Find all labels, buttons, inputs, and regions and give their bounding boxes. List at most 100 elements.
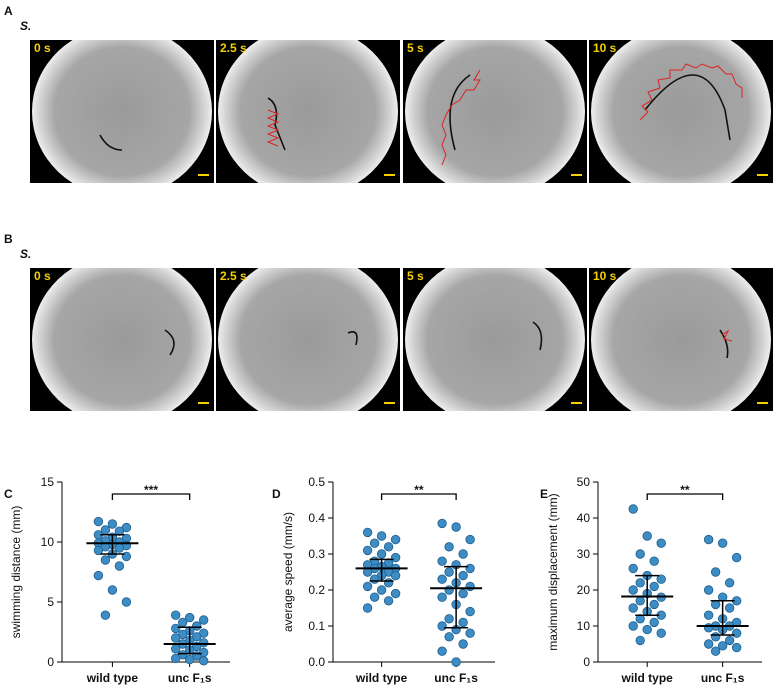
image-clip bbox=[216, 20, 400, 40]
data-point bbox=[465, 581, 475, 592]
y-tick-label: 0.2 bbox=[308, 583, 325, 597]
y-tick-label: 50 bbox=[577, 475, 591, 489]
y-tick-label: 0 bbox=[47, 655, 54, 669]
data-point bbox=[717, 641, 728, 651]
data-point bbox=[649, 581, 659, 592]
image-clip bbox=[30, 183, 214, 203]
data-point bbox=[93, 545, 104, 556]
image-clip bbox=[589, 411, 773, 431]
data-point bbox=[390, 534, 401, 545]
image-clip bbox=[30, 411, 214, 431]
track bbox=[721, 329, 733, 342]
data-point bbox=[731, 642, 742, 653]
y-tick-label: 20 bbox=[577, 583, 591, 597]
data-point bbox=[383, 542, 394, 552]
data-point bbox=[724, 578, 735, 588]
data-point bbox=[724, 635, 735, 646]
image-clip bbox=[403, 248, 587, 268]
data-point bbox=[649, 556, 659, 566]
worm bbox=[532, 321, 543, 351]
data-point bbox=[362, 581, 373, 592]
data-point bbox=[121, 597, 132, 607]
y-tick-label: 5 bbox=[47, 595, 54, 609]
significance-label: *** bbox=[144, 483, 158, 497]
image-clip bbox=[589, 183, 773, 203]
data-point bbox=[376, 549, 387, 559]
significance-label: ** bbox=[680, 483, 690, 497]
image-clip bbox=[403, 183, 587, 203]
y-tick-label: 30 bbox=[577, 547, 591, 561]
data-point bbox=[198, 615, 209, 625]
data-point bbox=[114, 543, 125, 553]
data-point bbox=[444, 614, 454, 624]
time-label: 10 s bbox=[593, 269, 617, 283]
image-clip bbox=[216, 183, 400, 203]
data-point bbox=[649, 617, 659, 628]
worm bbox=[99, 134, 123, 151]
scale-bar bbox=[198, 402, 209, 404]
data-point bbox=[465, 606, 475, 617]
data-point bbox=[437, 646, 447, 656]
data-point bbox=[628, 603, 638, 613]
data-point bbox=[710, 632, 721, 642]
data-point bbox=[649, 599, 659, 610]
y-tick-label: 0.5 bbox=[308, 475, 325, 489]
data-point bbox=[369, 538, 380, 548]
time-label: 5 s bbox=[407, 269, 424, 283]
image-clip bbox=[403, 20, 587, 40]
scale-bar bbox=[384, 174, 395, 176]
track bbox=[639, 63, 743, 121]
data-point bbox=[656, 574, 666, 584]
time-label: 0 s bbox=[34, 269, 51, 283]
data-point bbox=[724, 603, 735, 613]
data-point bbox=[458, 549, 468, 559]
data-point bbox=[458, 588, 468, 599]
data-point bbox=[465, 534, 475, 545]
data-point bbox=[444, 542, 454, 552]
time-label: 10 s bbox=[593, 41, 617, 55]
image-clip bbox=[589, 248, 773, 268]
data-point bbox=[451, 522, 461, 532]
y-tick-label: 0.3 bbox=[308, 547, 325, 561]
data-point bbox=[376, 531, 387, 541]
data-point bbox=[93, 516, 104, 527]
data-point bbox=[628, 585, 638, 595]
data-point bbox=[635, 635, 645, 646]
y-tick-label: 10 bbox=[577, 619, 591, 633]
worm bbox=[719, 329, 729, 359]
dish bbox=[591, 254, 771, 425]
data-point bbox=[100, 555, 111, 565]
dish bbox=[218, 26, 398, 197]
data-point bbox=[170, 644, 181, 654]
y-tick-label: 0.4 bbox=[308, 511, 325, 525]
data-point bbox=[390, 588, 401, 599]
panel-label: E bbox=[540, 487, 548, 501]
data-point bbox=[458, 639, 468, 649]
dish bbox=[218, 254, 398, 425]
worm bbox=[164, 329, 175, 356]
scale-bar bbox=[198, 174, 209, 176]
data-point bbox=[170, 623, 181, 634]
scale-bar bbox=[384, 402, 395, 404]
data-point bbox=[656, 628, 666, 638]
data-point bbox=[628, 563, 638, 574]
dish bbox=[405, 254, 585, 425]
worm bbox=[449, 74, 471, 151]
data-point bbox=[437, 518, 447, 529]
data-point bbox=[369, 574, 380, 584]
x-tick-label: unc F₁s bbox=[701, 671, 745, 685]
image-clip bbox=[216, 248, 400, 268]
time-label: 0 s bbox=[34, 41, 51, 55]
data-point bbox=[107, 519, 118, 529]
data-point bbox=[107, 585, 118, 595]
data-point bbox=[451, 657, 461, 667]
data-point bbox=[383, 578, 394, 588]
track bbox=[266, 109, 280, 147]
track bbox=[441, 69, 481, 166]
data-point bbox=[437, 556, 447, 566]
data-point bbox=[458, 570, 468, 581]
time-label: 5 s bbox=[407, 41, 424, 55]
data-point bbox=[628, 504, 638, 514]
scale-bar bbox=[757, 402, 768, 404]
y-tick-label: 15 bbox=[41, 475, 55, 489]
